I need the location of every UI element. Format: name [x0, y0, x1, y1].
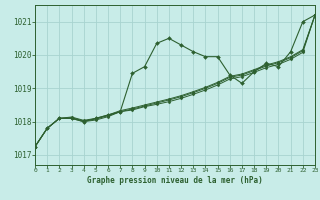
X-axis label: Graphe pression niveau de la mer (hPa): Graphe pression niveau de la mer (hPa) — [87, 176, 263, 185]
